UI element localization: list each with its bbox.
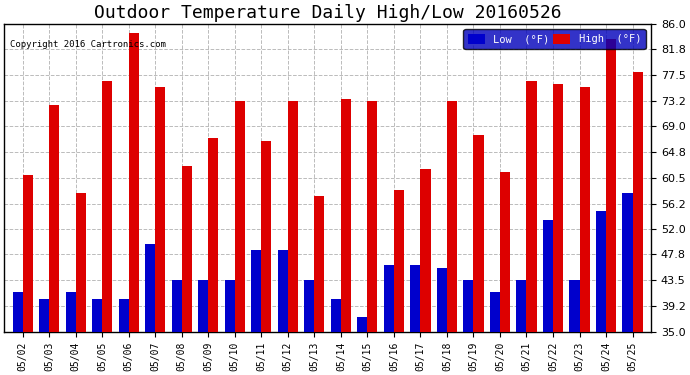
Bar: [145, 244, 155, 332]
Bar: [129, 33, 139, 332]
Bar: [251, 250, 262, 332]
Bar: [420, 169, 431, 332]
Bar: [225, 280, 235, 332]
Bar: [447, 101, 457, 332]
Bar: [172, 280, 181, 332]
Bar: [76, 193, 86, 332]
Bar: [437, 268, 447, 332]
Bar: [181, 166, 192, 332]
Bar: [526, 81, 537, 332]
Bar: [596, 211, 606, 332]
Bar: [235, 101, 245, 332]
Bar: [315, 196, 324, 332]
Bar: [12, 292, 23, 332]
Title: Outdoor Temperature Daily High/Low 20160526: Outdoor Temperature Daily High/Low 20160…: [94, 4, 562, 22]
Bar: [92, 298, 102, 332]
Bar: [606, 39, 616, 332]
Bar: [49, 105, 59, 332]
Bar: [102, 81, 112, 332]
Bar: [119, 298, 129, 332]
Bar: [288, 101, 298, 332]
Bar: [39, 298, 49, 332]
Bar: [569, 280, 580, 332]
Bar: [198, 280, 208, 332]
Bar: [278, 250, 288, 332]
Bar: [23, 175, 33, 332]
Bar: [331, 298, 341, 332]
Bar: [367, 101, 377, 332]
Bar: [341, 99, 351, 332]
Bar: [394, 190, 404, 332]
Bar: [304, 280, 315, 332]
Bar: [622, 193, 633, 332]
Text: Copyright 2016 Cartronics.com: Copyright 2016 Cartronics.com: [10, 40, 166, 49]
Bar: [262, 141, 271, 332]
Bar: [357, 316, 367, 332]
Bar: [633, 72, 642, 332]
Bar: [553, 84, 563, 332]
Bar: [516, 280, 526, 332]
Bar: [543, 220, 553, 332]
Bar: [580, 87, 589, 332]
Bar: [208, 138, 219, 332]
Bar: [66, 292, 76, 332]
Bar: [490, 292, 500, 332]
Bar: [384, 265, 394, 332]
Bar: [500, 172, 510, 332]
Bar: [411, 265, 420, 332]
Bar: [464, 280, 473, 332]
Legend: Low  (°F), High  (°F): Low (°F), High (°F): [464, 29, 646, 49]
Bar: [155, 87, 166, 332]
Bar: [473, 135, 484, 332]
